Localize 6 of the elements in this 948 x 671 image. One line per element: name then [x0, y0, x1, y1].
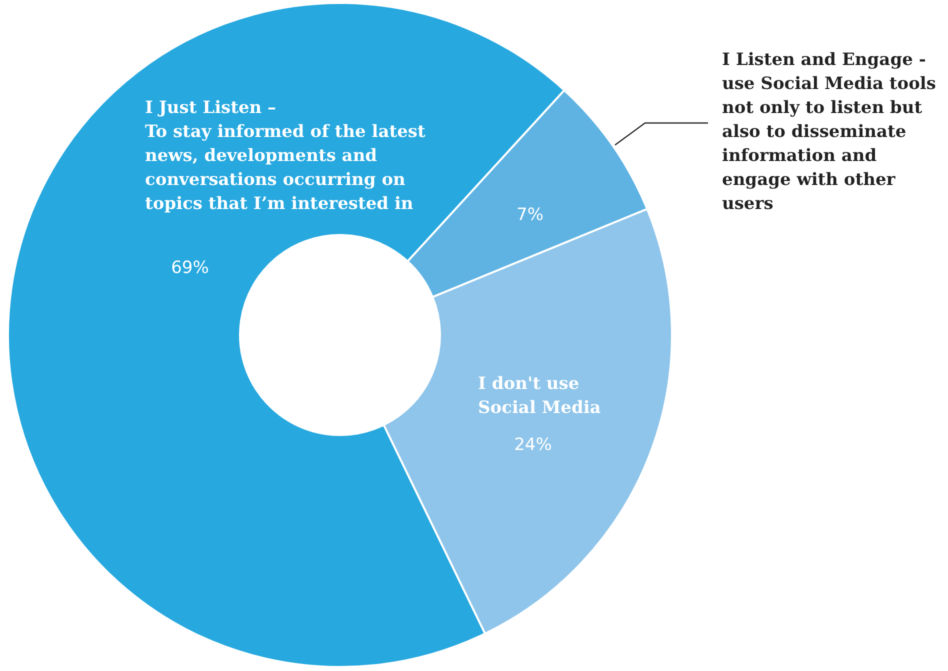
data-label: 24%	[514, 435, 552, 455]
data-label: 69%	[171, 258, 209, 278]
slice-label: I don't use Social Media	[478, 374, 601, 418]
data-label: 7%	[516, 205, 544, 225]
slice-label: I Listen and Engage - use Social Media tools not only to listen but also to disseminate information and engage with other users	[722, 50, 936, 214]
slice-label: I Just Listen – To stay informed of the latest news, developments and conversations occurring on topics that I’m interested in	[145, 98, 426, 214]
